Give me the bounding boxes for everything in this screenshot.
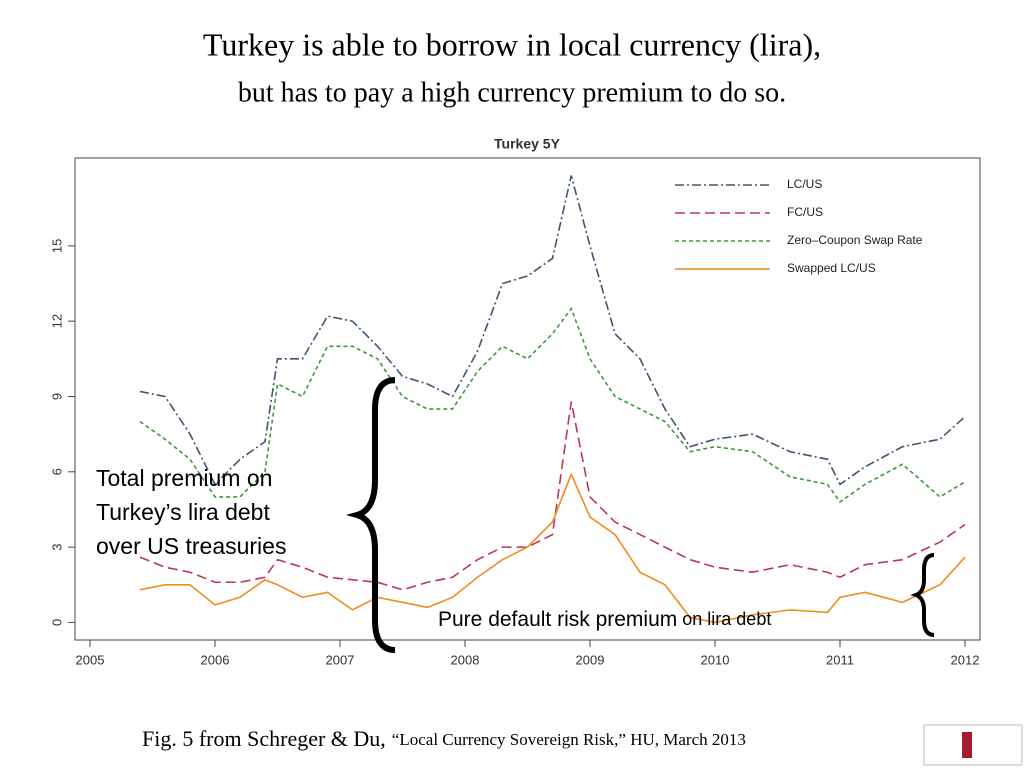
annotation-part: Pure default risk premium [438,608,677,631]
series-line [139,401,966,591]
brace-small [910,553,935,637]
annotation: Turkey’s lira debt [96,499,270,525]
x-tick-label: 2005 [76,652,105,667]
legend-label: FC/US [787,205,823,219]
legend-label: LC/US [787,177,822,191]
series-line [139,306,966,504]
y-tick-label: 6 [49,468,64,475]
annotation-part: on lira debt [682,609,771,629]
brace-large [345,377,396,653]
x-tick-label: 2012 [951,652,980,667]
x-tick-label: 2006 [201,652,230,667]
slide-subtitle: but has to pay a high currency premium t… [238,77,786,108]
footer-part: Fig. 5 from Schreger & Du, [142,726,386,751]
legend-label: Swapped LC/US [787,261,876,275]
logo [923,724,1023,766]
footer-part: “Local Currency Sovereign Risk,” HU, Mar… [392,730,746,749]
y-tick-label: 0 [49,619,64,626]
x-tick-label: 2010 [701,652,730,667]
x-tick-label: 2011 [826,652,854,667]
chart-title: Turkey 5Y [494,136,561,152]
annotation: over US treasuries [96,533,286,559]
annotation: Pure default risk premium on lira debt [438,608,771,631]
legend-label: Zero–Coupon Swap Rate [787,233,923,247]
y-tick-label: 9 [49,393,64,400]
series-line [139,175,966,486]
slide-title: Turkey is able to borrow in local curren… [203,26,821,62]
x-tick-label: 2007 [326,652,355,667]
series-line [139,472,966,624]
x-tick-label: 2008 [451,652,480,667]
y-tick-label: 15 [49,239,64,253]
footer: Fig. 5 from Schreger & Du, “Local Currenc… [142,726,746,751]
logo-shield [962,732,972,758]
y-tick-label: 3 [49,543,64,550]
plot-frame [74,157,981,641]
annotation: Total premium on [96,465,272,491]
y-tick-label: 12 [49,314,64,328]
x-tick-label: 2009 [576,652,605,667]
